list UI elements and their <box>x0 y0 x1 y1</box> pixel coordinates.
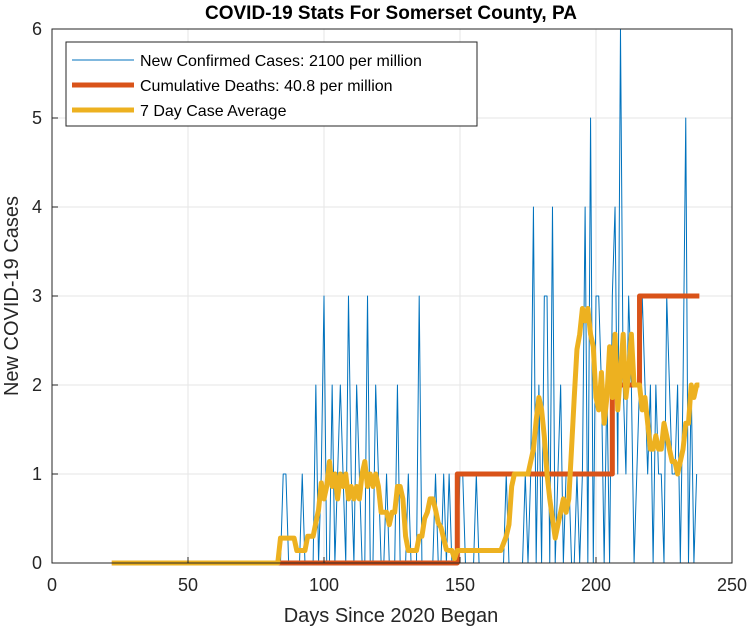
legend-box <box>65 41 478 127</box>
x-tick-label: 50 <box>178 575 198 595</box>
y-axis-title: New COVID-19 Cases <box>1 196 23 396</box>
y-tick-label: 4 <box>32 197 42 217</box>
y-tick-label: 5 <box>32 108 42 128</box>
y-tick-label: 2 <box>32 375 42 395</box>
legend-label-average: 7 Day Case Average <box>140 103 287 120</box>
y-tick-label: 0 <box>32 553 42 573</box>
x-tick-label: 0 <box>47 575 57 595</box>
ticks: 0 50 100 150 200 250 0 1 2 3 4 5 6 <box>32 19 747 595</box>
x-tick-label: 150 <box>445 575 475 595</box>
chart-title: COVID-19 Stats For Somerset County, PA <box>205 3 577 24</box>
x-tick-label: 250 <box>717 575 747 595</box>
x-tick-label: 200 <box>581 575 611 595</box>
y-tick-label: 1 <box>32 464 42 484</box>
x-tick-label: 100 <box>309 575 339 595</box>
legend-label-new-cases: New Confirmed Cases: 2100 per million <box>140 53 422 70</box>
legend-label-deaths: Cumulative Deaths: 40.8 per million <box>140 78 393 95</box>
y-tick-label: 6 <box>32 19 42 39</box>
x-axis-title: Days Since 2020 Began <box>284 605 499 627</box>
y-tick-label: 3 <box>32 286 42 306</box>
legend: New Confirmed Cases: 2100 per million Cu… <box>65 41 478 127</box>
series-line-average <box>111 305 700 566</box>
